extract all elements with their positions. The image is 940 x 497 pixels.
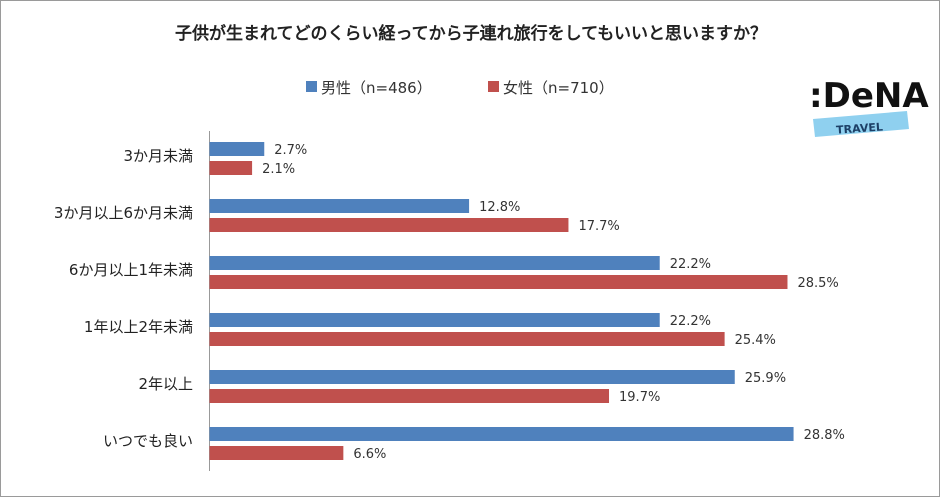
svg-text::DeNA: :DeNA [809, 76, 929, 116]
category-label: 3か月以上6か月未満 [54, 204, 193, 222]
data-label: 28.8% [804, 428, 845, 443]
bar-female [209, 332, 725, 346]
bar-female [209, 218, 569, 232]
bar-male [209, 256, 660, 270]
data-label: 2.1% [262, 162, 295, 177]
data-label: 2.7% [274, 143, 307, 158]
bar-male [209, 370, 735, 384]
category-label: 1年以上2年未満 [84, 318, 193, 336]
chart-title: 子供が生まれてどのくらい経ってから子連れ旅行をしてもいいと思いますか？ [175, 23, 767, 44]
legend-label-male: 男性（n=486） [321, 79, 432, 97]
data-label: 12.8% [479, 200, 520, 215]
category-label: 6か月以上1年未満 [69, 261, 193, 279]
data-label: 22.2% [670, 257, 711, 272]
category-label: 3か月未満 [123, 147, 193, 165]
category-label: 2年以上 [138, 375, 193, 393]
legend-swatch-female [488, 81, 499, 92]
data-label: 19.7% [619, 390, 660, 405]
data-label: 22.2% [670, 314, 711, 329]
data-label: 25.4% [735, 333, 776, 348]
bar-female [209, 161, 253, 175]
legend-label-female: 女性（n=710） [503, 79, 614, 97]
data-label: 17.7% [578, 219, 619, 234]
category-label: いつでも良い [103, 432, 193, 450]
bar-male [209, 427, 794, 441]
data-label: 28.5% [797, 276, 838, 291]
bar-female [209, 446, 344, 460]
dena-travel-logo: :DeNA TRAVEL [809, 76, 929, 137]
svg-text:TRAVEL: TRAVEL [836, 120, 884, 136]
bar-female [209, 389, 610, 403]
data-label: 25.9% [745, 371, 786, 386]
bar-male [209, 142, 265, 156]
bar-female [209, 275, 788, 289]
bar-male [209, 313, 660, 327]
bar-male [209, 199, 470, 213]
legend-swatch-male [306, 81, 317, 92]
data-label: 6.6% [353, 447, 386, 462]
